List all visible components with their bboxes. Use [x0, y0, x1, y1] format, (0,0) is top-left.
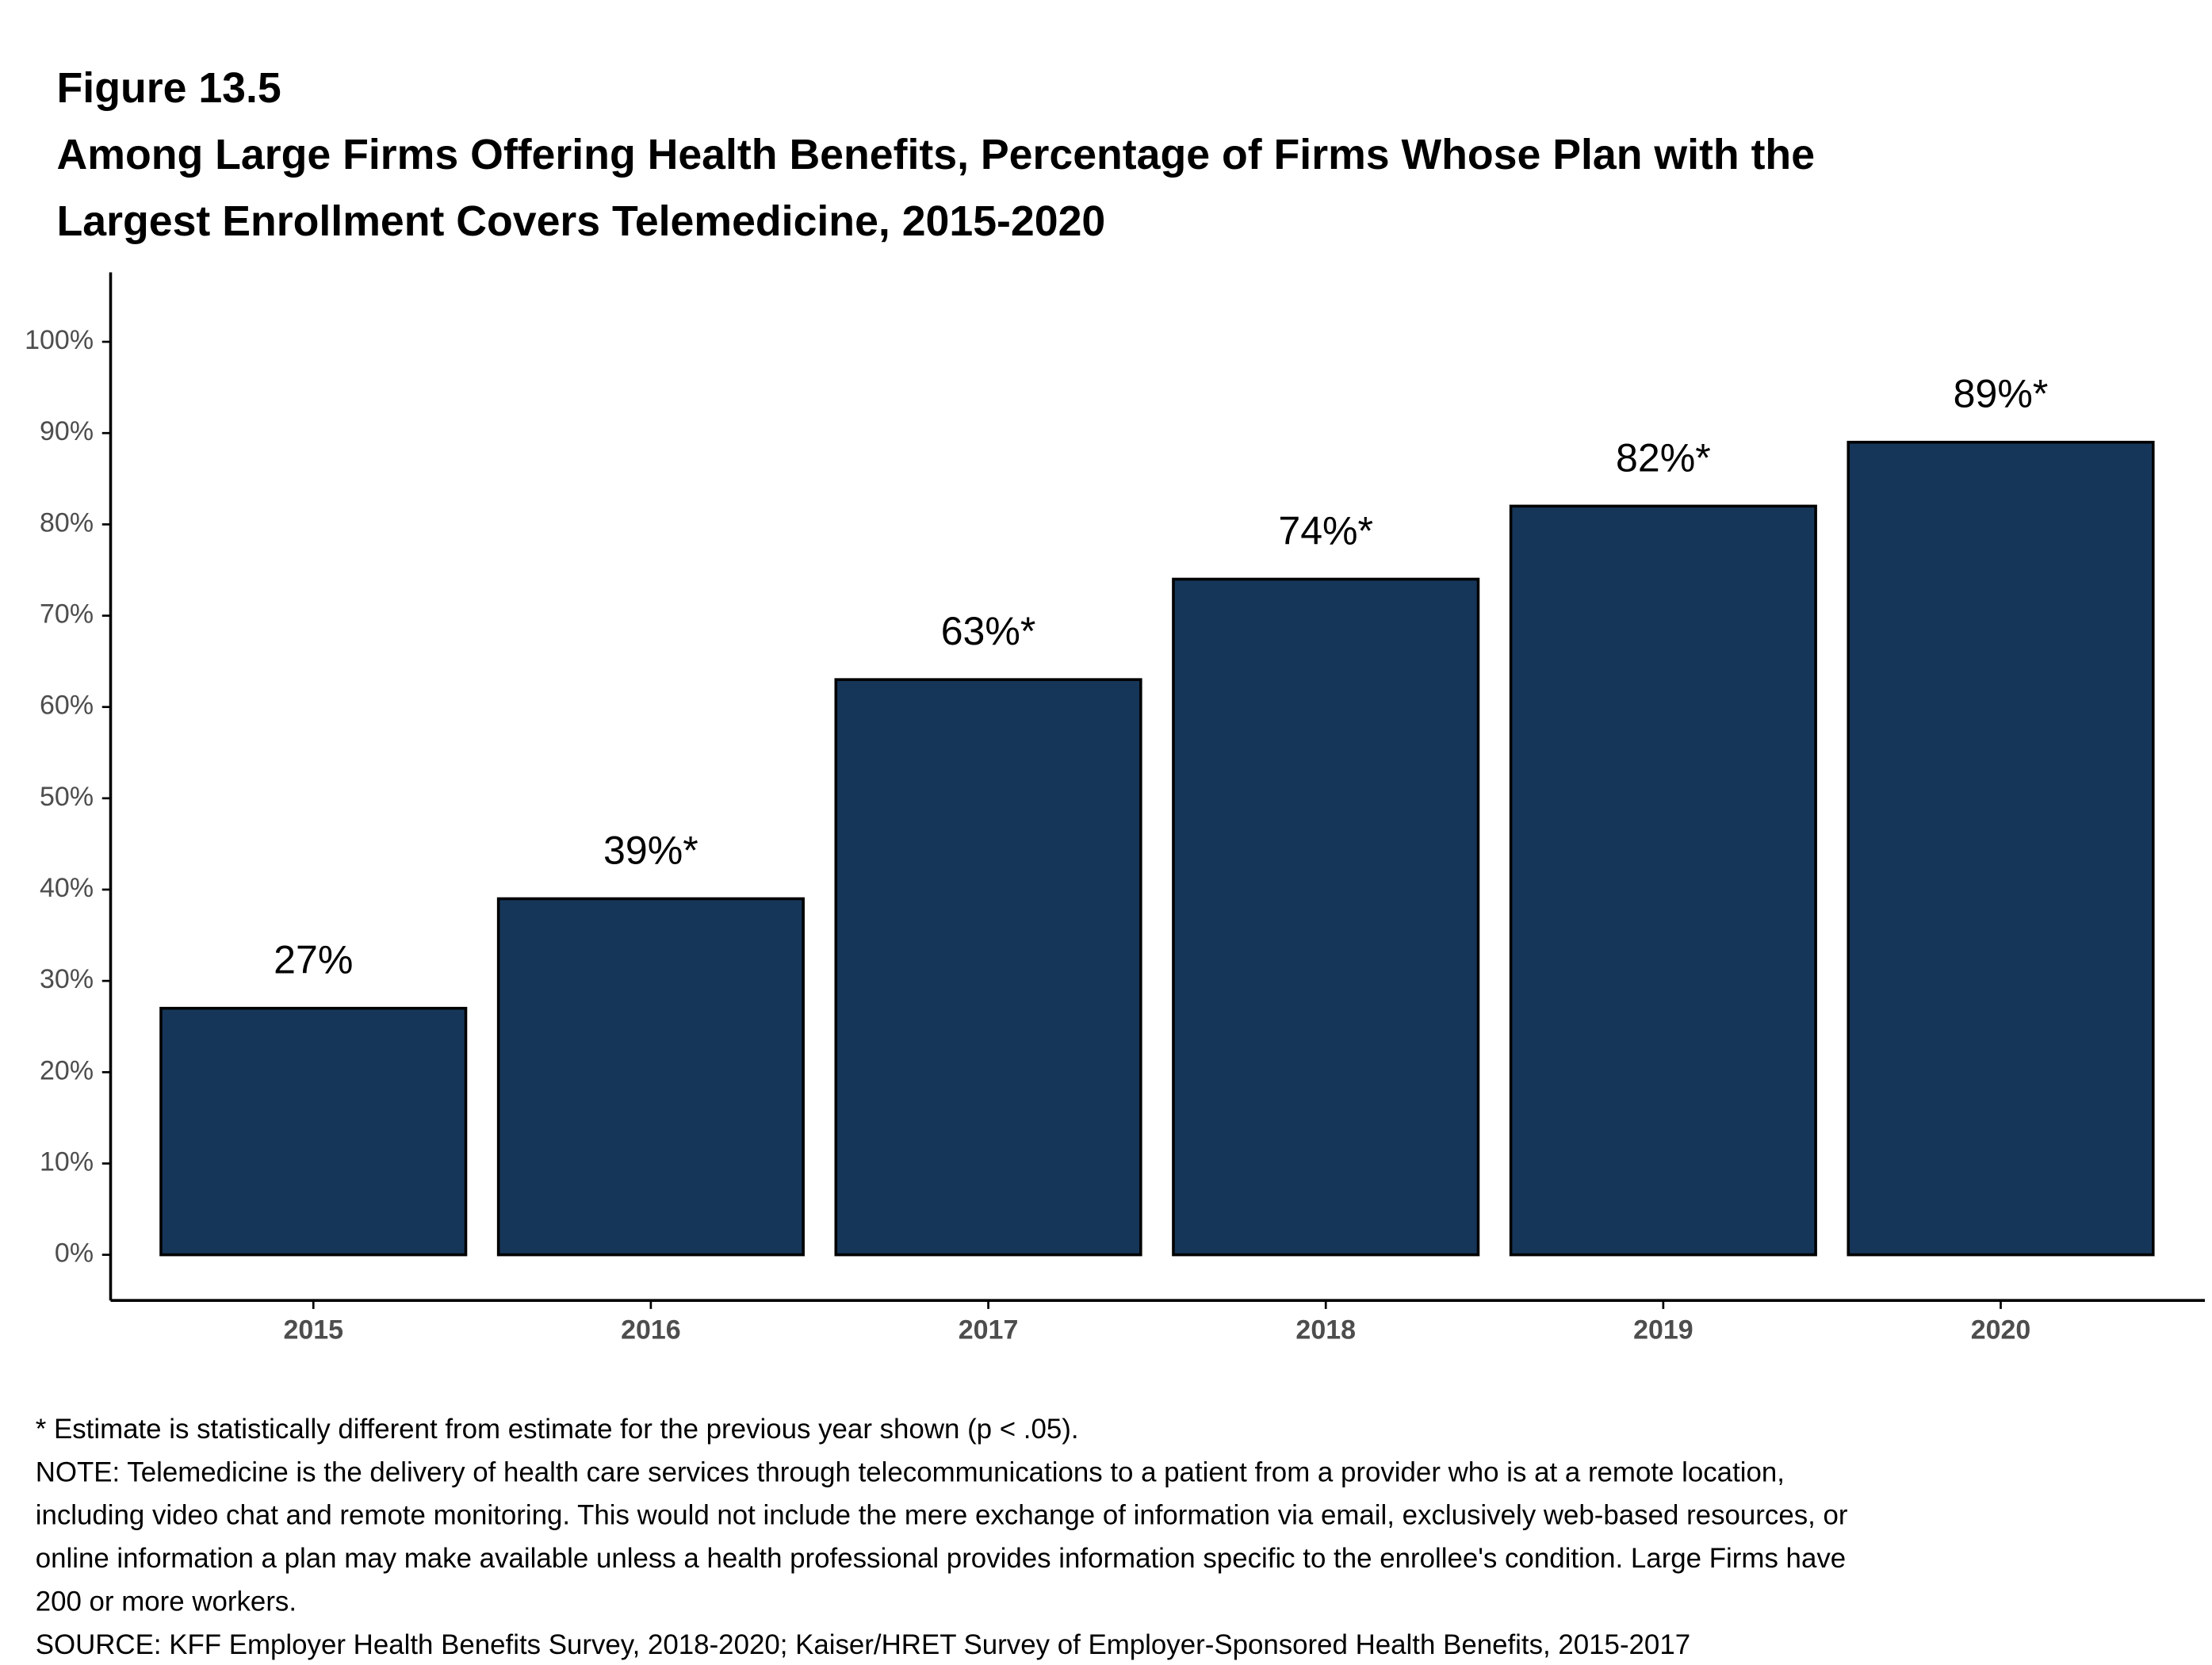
x-tick-label: 2017 — [959, 1315, 1019, 1345]
x-tick-label: 2020 — [1971, 1315, 2031, 1345]
footnote: SOURCE: KFF Employer Health Benefits Sur… — [36, 1629, 1690, 1660]
y-tick-label: 50% — [40, 782, 94, 812]
x-tick-label: 2018 — [1295, 1315, 1356, 1345]
footnote: * Estimate is statistically different fr… — [36, 1414, 1079, 1445]
y-tick-label: 70% — [40, 599, 94, 630]
value-label: 39%* — [603, 829, 698, 873]
footnote: 200 or more workers. — [36, 1586, 297, 1617]
x-tick-label: 2016 — [621, 1315, 681, 1345]
y-tick-label: 40% — [40, 873, 94, 903]
value-label: 89%* — [1954, 372, 2049, 416]
y-tick-label: 30% — [40, 964, 94, 994]
bar — [496, 897, 805, 1257]
y-tick-label: 20% — [40, 1055, 94, 1085]
bar — [1172, 577, 1480, 1257]
footnote: NOTE: Telemedicine is the delivery of he… — [36, 1456, 1785, 1487]
x-tick-label: 2019 — [1633, 1315, 1693, 1345]
value-label: 27% — [274, 938, 353, 982]
x-tick-label: 2015 — [283, 1315, 343, 1345]
bar — [1509, 504, 1817, 1257]
chart-title: Largest Enrollment Covers Telemedicine, … — [57, 197, 1106, 245]
y-tick-label: 90% — [40, 416, 94, 446]
y-tick-label: 10% — [40, 1146, 94, 1177]
y-tick-label: 60% — [40, 691, 94, 721]
chart-title: Among Large Firms Offering Health Benefi… — [57, 131, 1815, 178]
y-tick-label: 100% — [25, 325, 94, 355]
value-label: 63%* — [941, 609, 1036, 653]
y-tick-label: 0% — [55, 1238, 94, 1269]
value-label: 74%* — [1278, 508, 1373, 553]
footnote: online information a plan may make avail… — [36, 1543, 1846, 1574]
bar — [159, 1006, 468, 1257]
figure-number: Figure 13.5 — [57, 64, 281, 112]
footnote: including video chat and remote monitori… — [36, 1500, 1848, 1531]
bar — [1847, 440, 2155, 1257]
value-label: 82%* — [1616, 435, 1711, 480]
bar — [834, 678, 1142, 1257]
y-tick-label: 80% — [40, 507, 94, 538]
